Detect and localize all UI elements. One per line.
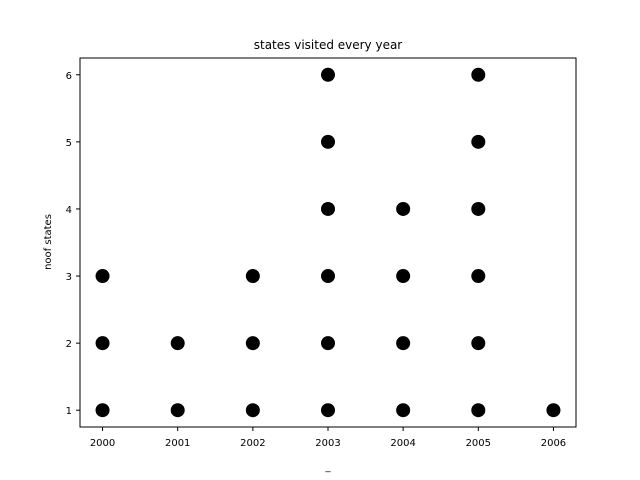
data-point (471, 336, 486, 351)
data-point (471, 269, 486, 284)
x-tick-label: 2000 (90, 438, 115, 449)
y-axis-label: noof states (43, 214, 54, 270)
x-axis: 2000 2001 2002 2003 2004 2005 2006 (90, 427, 566, 449)
data-point (245, 403, 260, 418)
data-point (471, 403, 486, 418)
data-point (546, 403, 561, 418)
data-point (321, 403, 335, 418)
y-axis: 1 2 3 4 5 6 (66, 71, 80, 417)
x-axis-label: _ (325, 462, 332, 473)
data-point (95, 269, 110, 284)
data-point (396, 269, 411, 284)
y-tick-label: 1 (66, 406, 72, 417)
data-point (321, 134, 335, 149)
plot-frame (79, 57, 577, 428)
data-point (321, 67, 335, 82)
data-point (245, 269, 260, 284)
y-tick-label: 5 (66, 138, 72, 149)
data-point (321, 269, 335, 284)
data-point (245, 336, 260, 351)
x-tick-label: 2006 (541, 438, 566, 449)
x-tick-label: 2005 (466, 438, 491, 449)
data-point (396, 336, 411, 351)
y-tick-label: 2 (66, 339, 72, 350)
plot-area (95, 67, 561, 418)
data-point (471, 201, 486, 216)
data-point (95, 336, 110, 351)
data-point (321, 336, 335, 351)
data-point (170, 336, 185, 351)
data-point (170, 403, 185, 418)
x-tick-label: 2004 (390, 438, 415, 449)
y-tick-label: 6 (66, 71, 72, 82)
chart-title: states visited every year (254, 38, 403, 52)
data-point (396, 201, 411, 216)
y-tick-label: 4 (66, 205, 72, 216)
data-point (95, 403, 110, 418)
data-point (471, 67, 486, 82)
x-tick-label: 2002 (240, 438, 265, 449)
x-tick-label: 2003 (315, 438, 340, 449)
x-tick-label: 2001 (165, 438, 190, 449)
data-point (471, 134, 486, 149)
data-point (321, 201, 335, 216)
y-tick-label: 3 (66, 272, 72, 283)
data-point (396, 403, 411, 418)
